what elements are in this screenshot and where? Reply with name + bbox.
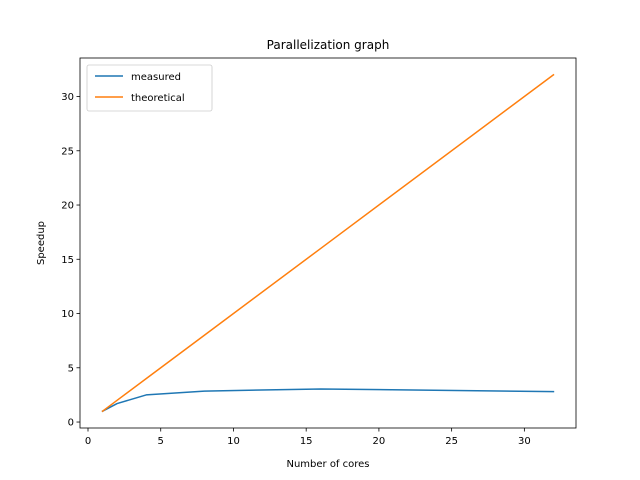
y-tick-label: 15 <box>61 255 74 266</box>
y-tick-label: 25 <box>61 146 74 157</box>
y-axis-ticks: 0 5 10 15 20 25 30 <box>61 92 80 429</box>
legend: measured theoretical <box>86 64 213 112</box>
chart-title: Parallelization graph <box>267 38 390 52</box>
x-axis-title: Number of cores <box>286 459 369 470</box>
x-tick-label: 30 <box>518 436 531 447</box>
x-tick-label: 5 <box>158 436 164 447</box>
y-tick-label: 10 <box>61 309 74 320</box>
legend-label-theoretical: theoretical <box>131 93 185 104</box>
x-axis-ticks: 0 5 10 15 20 25 30 <box>85 428 531 447</box>
y-tick-label: 0 <box>68 418 74 429</box>
series-line-measured <box>101 388 555 413</box>
series-layer <box>101 73 555 413</box>
plot-frame <box>79 57 577 429</box>
x-tick-label: 10 <box>227 436 240 447</box>
y-tick-label: 20 <box>61 201 74 212</box>
x-tick-label: 0 <box>85 436 91 447</box>
x-tick-label: 15 <box>300 436 313 447</box>
x-tick-label: 20 <box>373 436 386 447</box>
y-tick-label: 30 <box>61 92 74 103</box>
legend-label-measured: measured <box>131 72 181 83</box>
x-tick-label: 25 <box>445 436 458 447</box>
y-tick-label: 5 <box>68 363 74 374</box>
series-line-theoretical <box>101 73 555 413</box>
y-axis-title: Speedup <box>36 221 47 265</box>
